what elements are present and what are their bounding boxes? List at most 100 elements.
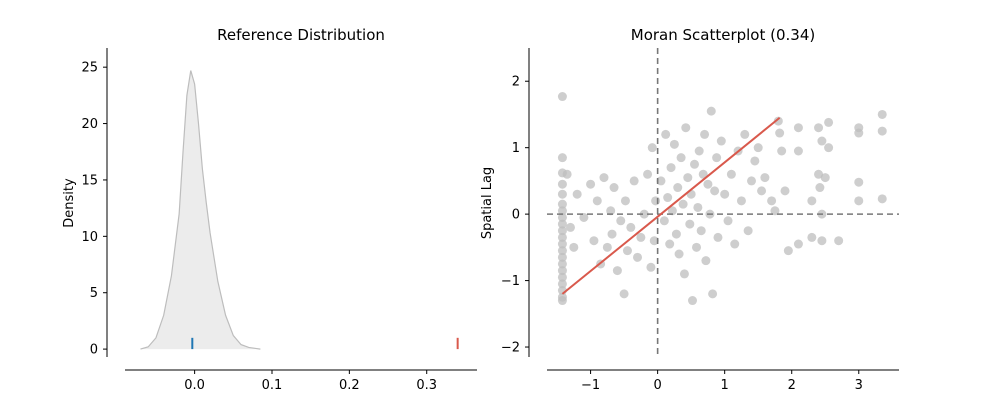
scatter-point <box>854 128 864 138</box>
left-chart-title: Reference Distribution <box>217 26 385 44</box>
scatter-point <box>746 176 756 186</box>
scatter-point <box>666 163 676 173</box>
scatter-point <box>750 156 760 166</box>
scatter-point <box>783 246 793 256</box>
scatter-point <box>569 242 579 252</box>
scatter-point <box>692 242 702 252</box>
scatter-point <box>760 173 770 183</box>
scatter-point <box>557 246 567 256</box>
scatter-point <box>814 123 824 133</box>
scatter-point <box>676 153 686 163</box>
scatter-point <box>740 129 750 139</box>
scatter-point <box>817 136 827 146</box>
scatter-point <box>698 169 708 179</box>
x-tick-label: 0.0 <box>184 378 205 393</box>
scatter-point <box>767 196 777 206</box>
scatter-point <box>773 116 783 126</box>
x-tick-label: −1 <box>581 378 600 393</box>
y-tick-label: 25 <box>81 61 98 76</box>
y-tick-label: 15 <box>81 173 98 188</box>
scatter-point <box>639 209 649 219</box>
scatter-point <box>793 146 803 156</box>
scatter-point <box>557 179 567 189</box>
scatter-point <box>777 146 787 156</box>
scatter-point <box>557 219 567 229</box>
scatter-point <box>661 129 671 139</box>
scatter-point <box>678 199 688 209</box>
scatter-point <box>557 272 567 282</box>
scatter-point <box>557 153 567 163</box>
scatter-point <box>669 139 679 149</box>
scatter-point <box>667 206 677 216</box>
scatter-point <box>757 186 767 196</box>
scatter-point <box>817 236 827 246</box>
scatter-point <box>557 279 567 289</box>
scatter-point <box>713 232 723 242</box>
y-tick-label: 10 <box>81 230 98 245</box>
scatter-point <box>671 229 681 239</box>
scatter-point <box>663 193 673 203</box>
scatter-point <box>807 196 817 206</box>
x-tick-label: 0 <box>653 378 661 393</box>
scatter-point <box>557 296 567 306</box>
right-y-axis-label: Spatial Lag <box>480 167 495 239</box>
scatter-point <box>700 129 710 139</box>
y-tick-label: 5 <box>90 286 98 301</box>
scatter-point <box>710 186 720 196</box>
scatter-point <box>557 189 567 199</box>
scatter-point <box>681 123 691 133</box>
scatter-point <box>562 169 572 179</box>
scatter-point <box>703 179 713 189</box>
scatter-point <box>820 173 830 183</box>
scatter-point <box>609 183 619 193</box>
scatter-point <box>770 206 780 216</box>
scatter-point <box>592 196 602 206</box>
scatter-point <box>665 239 675 249</box>
scatter-point <box>633 252 643 262</box>
scatter-point <box>712 153 722 163</box>
scatter-point <box>647 143 657 153</box>
scatter-point <box>557 226 567 236</box>
scatter-point <box>557 259 567 269</box>
scatter-point <box>815 183 825 193</box>
scatter-point <box>877 126 887 136</box>
scatter-point <box>720 189 730 199</box>
right-x-ticks: −1 0 1 2 3 <box>581 370 863 393</box>
left-plot-area <box>140 70 459 350</box>
scatter-point <box>694 146 704 156</box>
scatter-point <box>602 242 612 252</box>
scatter-point <box>736 196 746 206</box>
scatter-point <box>726 169 736 179</box>
scatter-point <box>824 117 834 127</box>
scatter-point <box>606 206 616 216</box>
right-chart-title: Moran Scatterplot (0.34) <box>631 26 816 44</box>
scatter-point <box>723 216 733 226</box>
moran-scatterplot-panel: Moran Scatterplot (0.34) Spatial Lag −1 0… <box>480 26 899 393</box>
scatter-point <box>649 236 659 246</box>
scatter-point <box>659 216 669 226</box>
scatter-point <box>683 173 693 183</box>
scatter-point <box>589 236 599 246</box>
scatter-point <box>557 232 567 242</box>
scatter-point <box>793 239 803 249</box>
regression-fit-line <box>561 116 781 295</box>
scatter-point <box>673 183 683 193</box>
x-tick-label: 3 <box>855 378 863 393</box>
scatter-point <box>685 219 695 229</box>
scatter-point <box>807 232 817 242</box>
scatter-point <box>557 212 567 222</box>
left-x-ticks: 0.0 0.1 0.2 0.3 <box>184 370 437 393</box>
scatter-point <box>730 239 740 249</box>
scatter-point <box>679 269 689 279</box>
scatter-point <box>616 216 626 226</box>
scatter-point <box>780 186 790 196</box>
x-tick-label: 0.3 <box>416 378 437 393</box>
scatter-point <box>743 226 753 236</box>
x-tick-label: 2 <box>788 378 796 393</box>
scatter-point <box>557 199 567 209</box>
density-curve <box>140 70 261 350</box>
scatter-point <box>557 239 567 249</box>
scatter-point <box>636 232 646 242</box>
scatter-point <box>877 194 887 204</box>
